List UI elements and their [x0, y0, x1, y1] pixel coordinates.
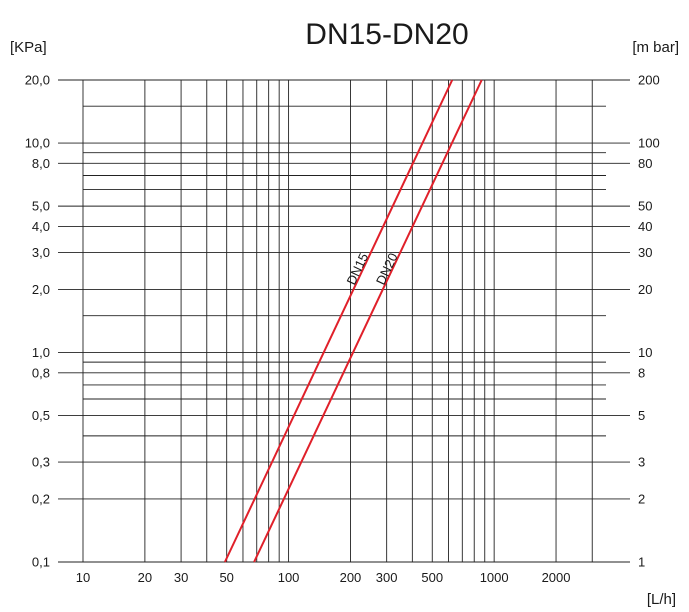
- y-tick-label-right: 50: [638, 199, 652, 214]
- y-tick-label-right: 40: [638, 219, 652, 234]
- x-tick-label: 100: [278, 570, 300, 585]
- x-tick-label: 500: [421, 570, 443, 585]
- y-tick-label-left: 20,0: [25, 73, 50, 88]
- y-tick-label-left: 5,0: [32, 199, 50, 214]
- y-tick-label-right: 5: [638, 408, 645, 423]
- y-tick-label-left: 4,0: [32, 219, 50, 234]
- x-tick-label: 30: [174, 570, 188, 585]
- y-axis-label-left: [KPa]: [10, 39, 47, 56]
- y-tick-label-left: 8,0: [32, 156, 50, 171]
- y-tick-label-left: 1,0: [32, 345, 50, 360]
- y-tick-label-right: 30: [638, 245, 652, 260]
- series-label-dn20: DN20: [373, 251, 401, 287]
- y-tick-label-right: 1: [638, 555, 645, 570]
- y-tick-label-left: 0,5: [32, 408, 50, 423]
- y-tick-label-right: 80: [638, 156, 652, 171]
- y-tick-label-right: 2: [638, 491, 645, 506]
- y-tick-label-right: 20: [638, 282, 652, 297]
- series-label-dn15: DN15: [344, 251, 372, 287]
- y-tick-label-left: 0,3: [32, 455, 50, 470]
- y-tick-label-left: 10,0: [25, 136, 50, 151]
- grid: [58, 79, 630, 563]
- tick-labels: 10 20 30 50 100 200 300 500 1000 2000 0,1 0,2 0,3 0,5…: [25, 73, 660, 586]
- y-tick-label-right: 3: [638, 455, 645, 470]
- y-tick-label-left: 2,0: [32, 282, 50, 297]
- series-line-dn15: [223, 79, 454, 563]
- series-line-dn20: [253, 79, 483, 563]
- x-tick-label: 10: [76, 570, 90, 585]
- y-tick-label-left: 0,1: [32, 555, 50, 570]
- x-axis-label: [L/h]: [647, 591, 676, 608]
- x-tick-label: 1000: [480, 570, 509, 585]
- y-tick-label-left: 0,8: [32, 365, 50, 380]
- y-tick-label-right: 200: [638, 73, 660, 88]
- y-axis-label-right: [m bar]: [632, 39, 679, 56]
- y-tick-label-left: 3,0: [32, 245, 50, 260]
- x-tick-label: 2000: [542, 570, 571, 585]
- y-tick-label-right: 10: [638, 345, 652, 360]
- x-tick-label: 50: [219, 570, 233, 585]
- x-tick-label: 20: [138, 570, 152, 585]
- chart-title: DN15-DN20: [305, 18, 468, 51]
- y-tick-label-right: 8: [638, 365, 645, 380]
- x-tick-label: 300: [376, 570, 398, 585]
- x-tick-label: 200: [340, 570, 362, 585]
- y-tick-label-right: 100: [638, 136, 660, 151]
- y-tick-label-left: 0,2: [32, 491, 50, 506]
